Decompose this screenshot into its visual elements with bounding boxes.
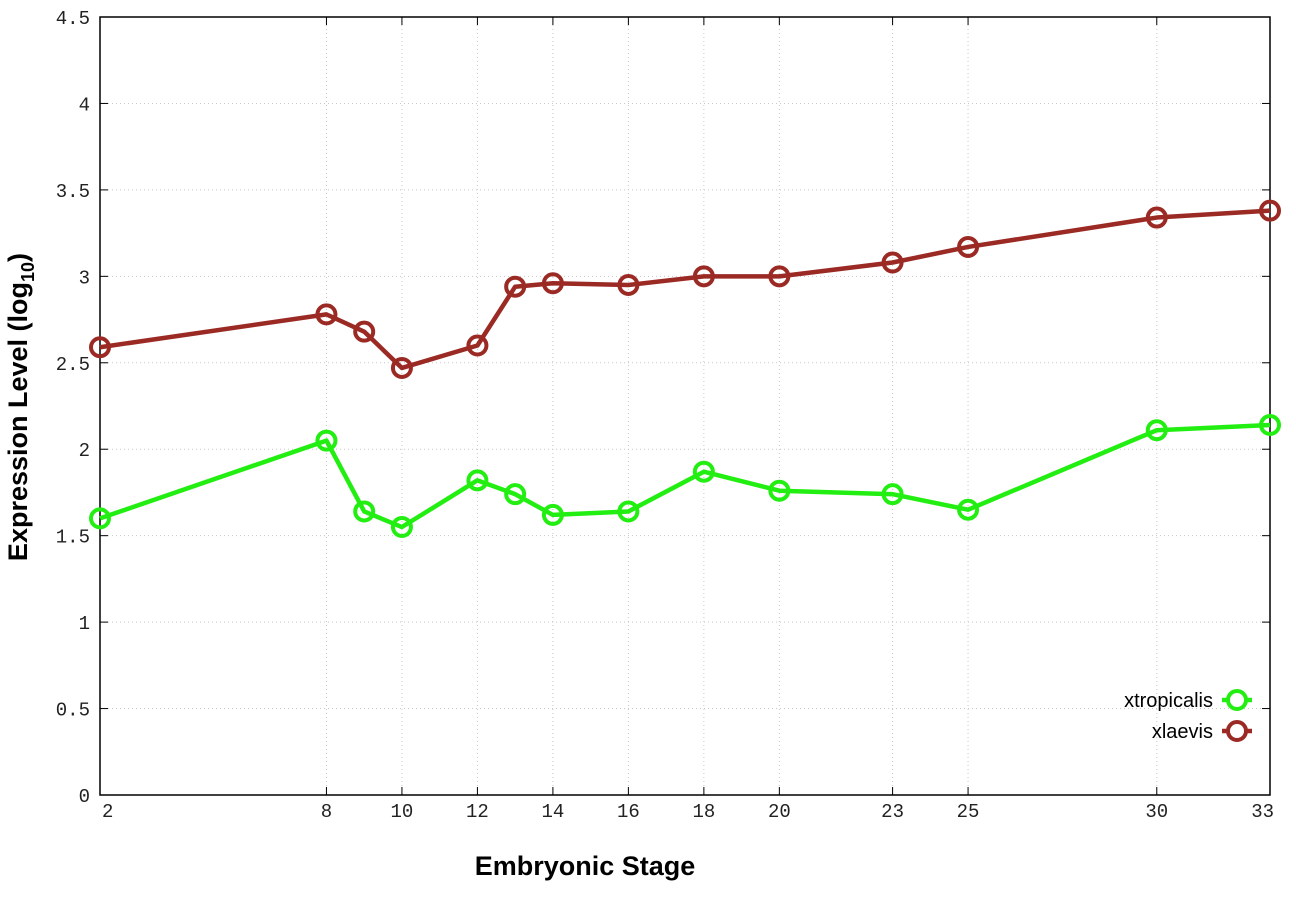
- x-tick-label: 8: [321, 801, 332, 823]
- legend-label-xlaevis: xlaevis: [1152, 721, 1213, 743]
- data-point-xlaevis: [89, 336, 111, 359]
- data-point-xlaevis: [315, 303, 338, 326]
- data-point-xtropicalis: [617, 500, 640, 523]
- plot-frame: [99, 16, 1271, 796]
- x-tick-label: 16: [617, 801, 640, 823]
- data-point-xlaevis: [1145, 206, 1168, 229]
- x-tick-label: 12: [466, 801, 489, 823]
- data-point-xlaevis: [692, 265, 715, 288]
- data-point-xlaevis: [390, 356, 413, 379]
- data-point-xtropicalis: [692, 460, 715, 483]
- legend-marker-xtropicalis: [1226, 689, 1248, 711]
- legend: xtropicalis xlaevis: [1124, 689, 1252, 743]
- x-tick-label: 25: [957, 801, 980, 823]
- grid-lines: [100, 17, 1270, 795]
- x-tick-label: 14: [541, 801, 564, 823]
- x-tick-label: 18: [692, 801, 715, 823]
- y-tick-label: 0: [79, 786, 90, 808]
- y-tick-label: 1.5: [56, 527, 90, 549]
- data-point-xtropicalis: [466, 469, 489, 492]
- data-point-xtropicalis: [881, 483, 904, 506]
- data-point-xtropicalis: [957, 498, 980, 521]
- y-tick-label: 0.5: [56, 700, 90, 722]
- y-tick-label: 4.5: [56, 8, 90, 30]
- data-point-xtropicalis: [353, 500, 376, 523]
- data-point-xtropicalis: [541, 503, 564, 526]
- series-xtropicalis: [89, 414, 1281, 539]
- data-point-xlaevis: [768, 265, 791, 288]
- y-tick-label: 3.5: [56, 181, 90, 203]
- series-line-xtropicalis: [99, 422, 1271, 530]
- data-point-xlaevis: [957, 235, 980, 258]
- axis-ticks: 0 0.5 1 1.5 2 2.5 3 3.5 4 4.5 2 8 10 12 14 16 18 20 23 25 30…: [56, 8, 1274, 823]
- y-axis-title-suffix: ): [3, 253, 33, 262]
- series-lines: [89, 199, 1281, 539]
- y-tick-label: 1: [79, 613, 90, 635]
- data-point-xlaevis: [466, 334, 489, 357]
- legend-marker-xlaevis: [1226, 720, 1248, 742]
- legend-label-xtropicalis: xtropicalis: [1124, 690, 1213, 712]
- y-tick-label: 4: [79, 94, 90, 116]
- y-axis-title-prefix: Expression Level (log: [3, 282, 33, 561]
- data-point-xlaevis: [881, 251, 904, 274]
- x-tick-label: 10: [391, 801, 414, 823]
- y-axis-title-subscript: 10: [18, 262, 38, 282]
- data-point-xlaevis: [504, 275, 527, 298]
- data-point-xtropicalis: [315, 429, 338, 452]
- y-tick-label: 2.5: [56, 354, 90, 376]
- series-xlaevis: [89, 199, 1281, 379]
- data-point-xtropicalis: [1259, 414, 1281, 437]
- data-point-xtropicalis: [1145, 419, 1168, 442]
- x-tick-label: 23: [881, 801, 904, 823]
- data-point-xtropicalis: [504, 483, 527, 506]
- y-axis-title: Expression Level (log10): [3, 253, 38, 561]
- y-tick-label: 3: [79, 267, 90, 289]
- data-point-xlaevis: [1259, 199, 1281, 222]
- data-point-xlaevis: [541, 272, 564, 295]
- data-point-xlaevis: [353, 320, 376, 343]
- x-tick-label: 30: [1145, 801, 1168, 823]
- x-tick-label: 2: [102, 801, 113, 823]
- series-line-xlaevis: [99, 208, 1271, 371]
- data-point-xtropicalis: [390, 516, 413, 539]
- y-tick-label: 2: [79, 440, 90, 462]
- x-tick-label: 33: [1251, 801, 1274, 823]
- x-tick-label: 20: [768, 801, 791, 823]
- data-point-xlaevis: [617, 273, 640, 296]
- x-axis-title: Embryonic Stage: [475, 851, 696, 881]
- data-point-xtropicalis: [768, 479, 791, 502]
- data-point-xtropicalis: [89, 507, 111, 530]
